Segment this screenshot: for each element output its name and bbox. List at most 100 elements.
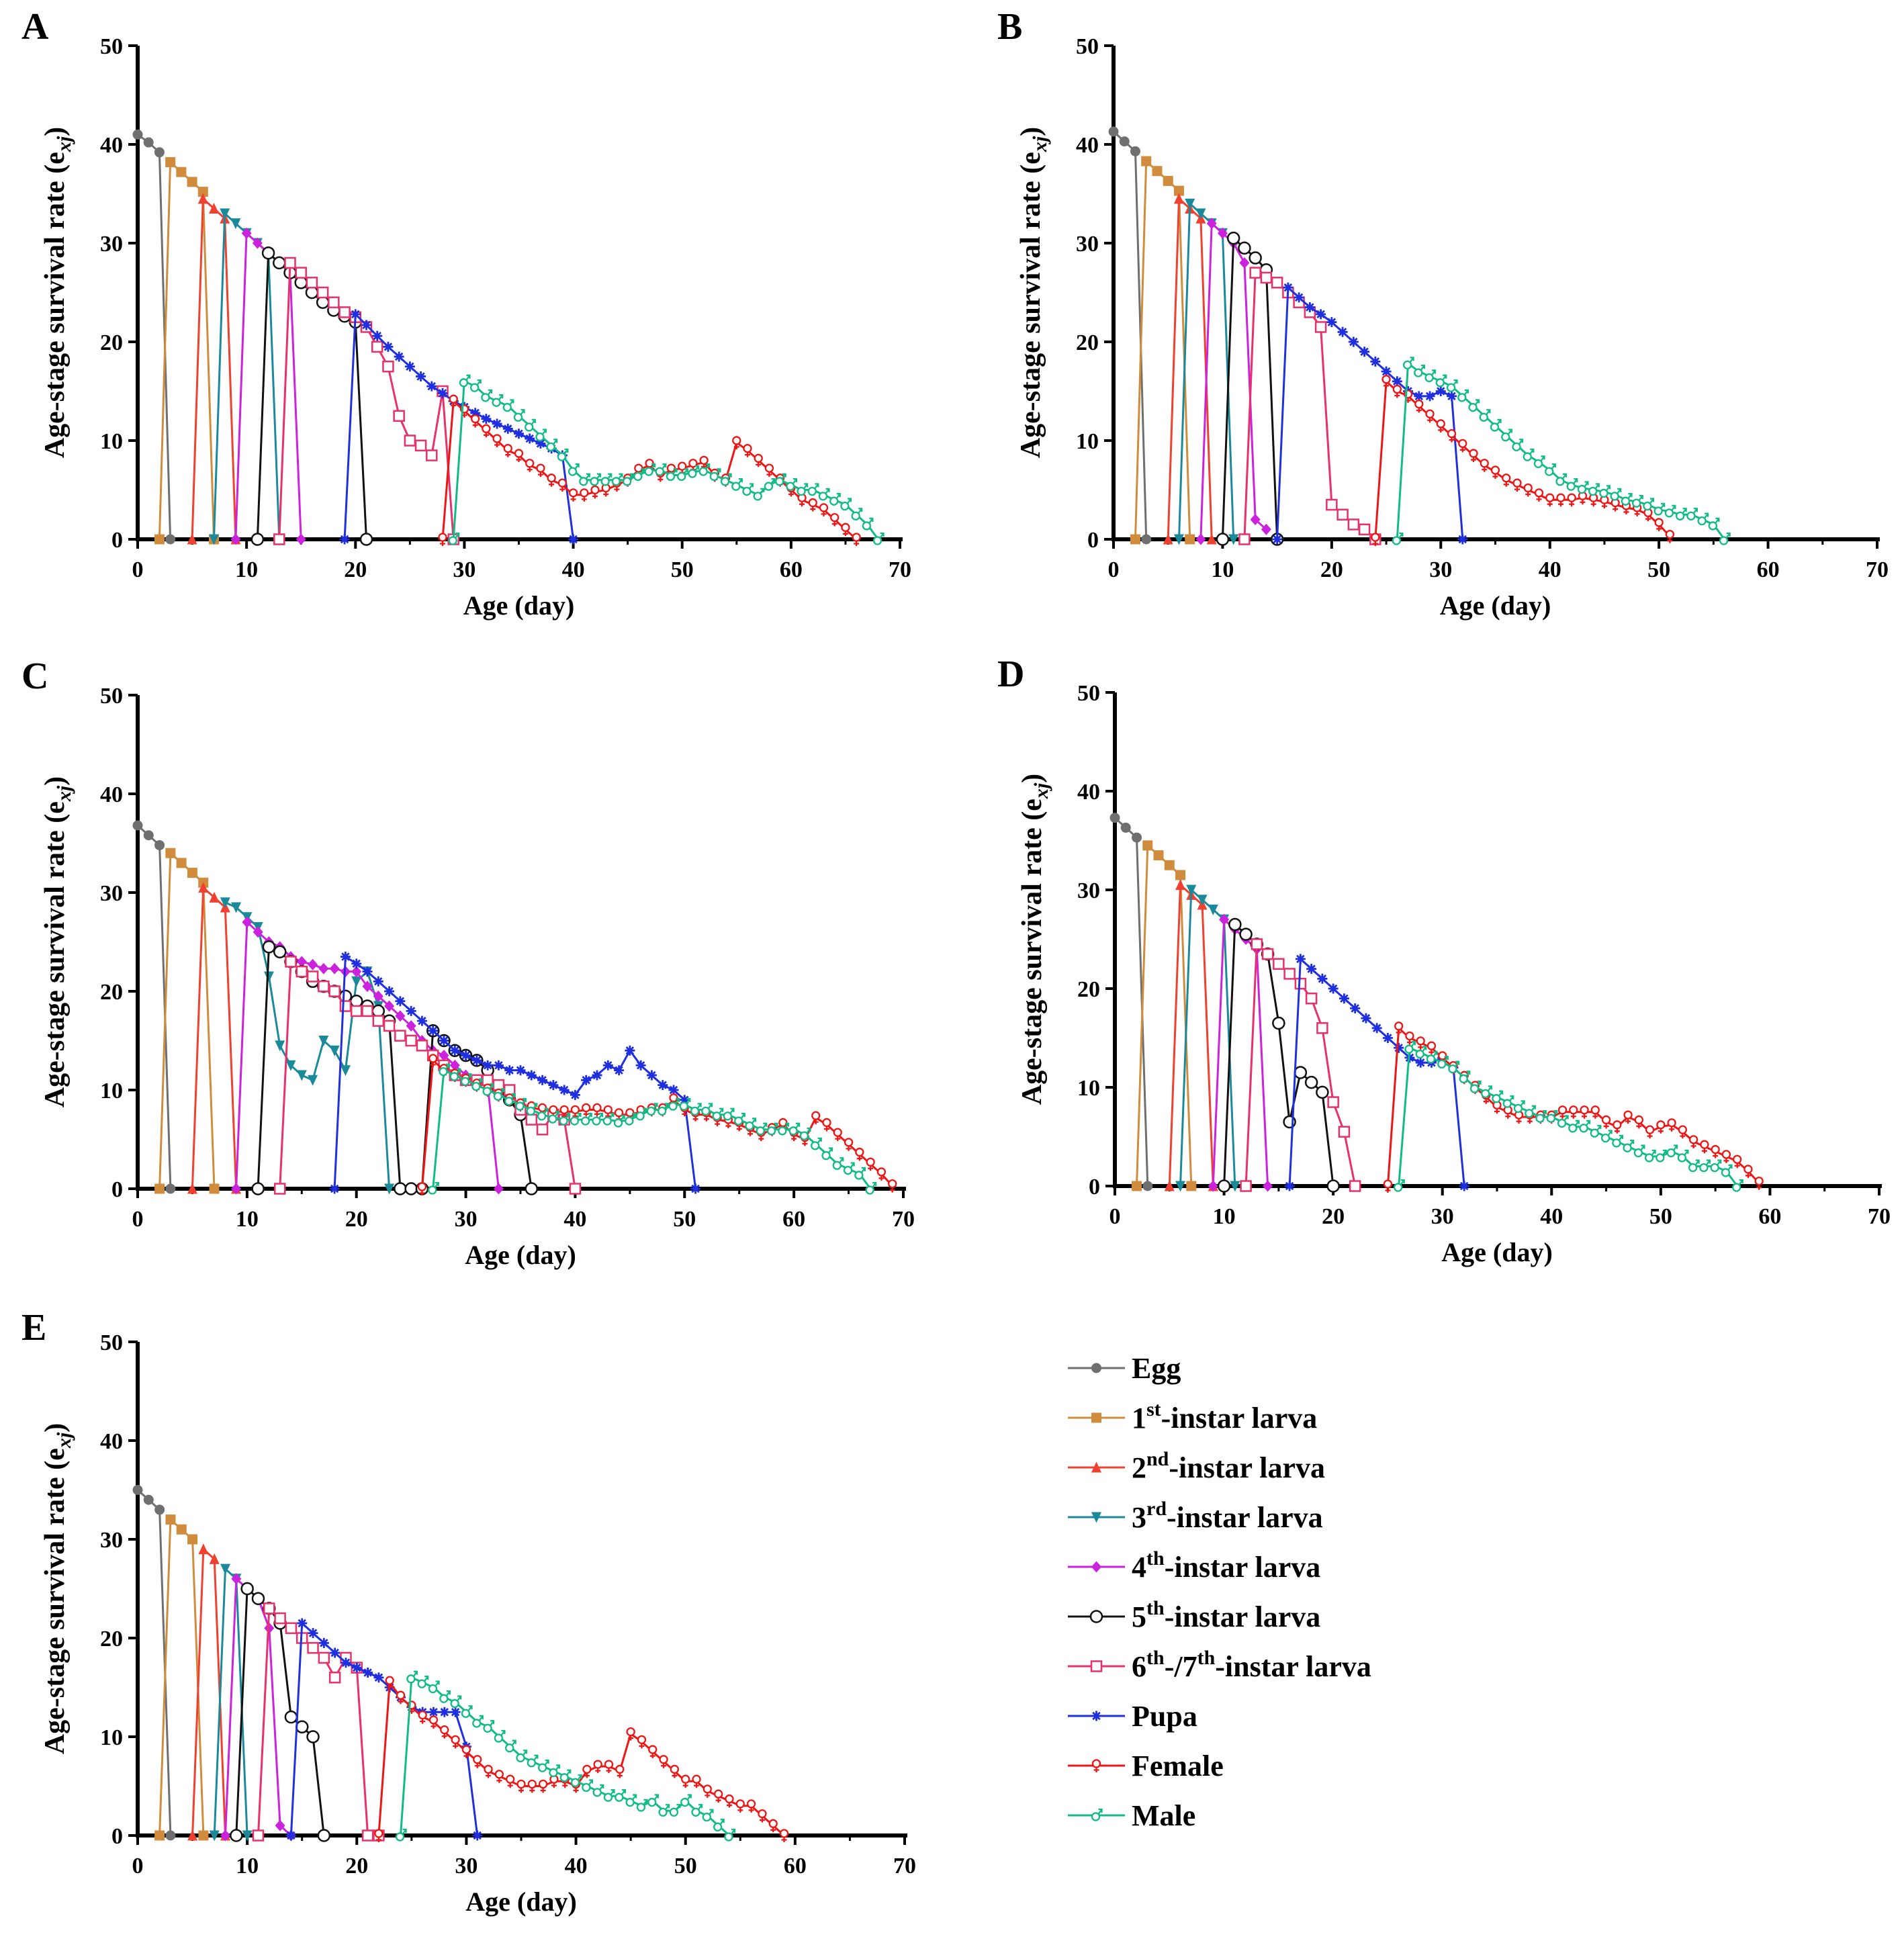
- data-point: [633, 468, 645, 482]
- data-point: [535, 438, 546, 449]
- y-tick-label: 0: [111, 1177, 123, 1202]
- data-point: [811, 1137, 822, 1150]
- y-tick-label: 50: [1076, 34, 1099, 59]
- data-point: [154, 1830, 165, 1841]
- legend-label: 6th-/7th-instar larva: [1132, 1647, 1371, 1683]
- data-point: [209, 1830, 220, 1842]
- data-point: [557, 448, 569, 461]
- series-line: [1374, 380, 1671, 540]
- x-tick-label: 50: [1647, 557, 1670, 582]
- y-tick-label: 20: [1076, 330, 1099, 355]
- data-point: [876, 1167, 887, 1181]
- data-point: [361, 1005, 373, 1017]
- x-tick-label: 20: [345, 1207, 368, 1232]
- data-point: [297, 1618, 308, 1629]
- data-point: [1120, 822, 1131, 833]
- data-point: [1383, 1179, 1393, 1193]
- data-point: [1251, 938, 1263, 950]
- data-point: [318, 980, 330, 993]
- data-point: [504, 1065, 515, 1076]
- legend-marker: [1091, 1561, 1101, 1573]
- data-point: [1249, 267, 1261, 279]
- data-point: [680, 1794, 692, 1807]
- data-point: [440, 1725, 449, 1739]
- data-point: [296, 533, 306, 545]
- data-point: [1600, 495, 1609, 509]
- data-point: [328, 985, 341, 997]
- data-point: [1358, 523, 1371, 536]
- data-point: [404, 1182, 418, 1195]
- data-point: [231, 1573, 242, 1585]
- data-point: [604, 1760, 614, 1774]
- data-point: [1186, 1181, 1197, 1191]
- data-point: [1327, 1096, 1339, 1108]
- data-point: [525, 433, 535, 444]
- data-point: [1643, 498, 1655, 511]
- data-point: [373, 990, 383, 1002]
- data-point: [862, 517, 874, 531]
- legend-item-pupa: Pupa: [1068, 1700, 1197, 1733]
- data-point: [1175, 1181, 1186, 1192]
- data-point: [198, 1543, 209, 1555]
- data-point: [1295, 954, 1306, 964]
- data-point: [187, 1534, 198, 1545]
- data-point: [1238, 241, 1251, 255]
- data-point: [525, 1182, 539, 1195]
- data-point: [1271, 277, 1283, 289]
- data-point: [417, 1676, 429, 1688]
- data-point: [1469, 449, 1478, 463]
- series-line: [1179, 889, 1236, 1187]
- data-point: [1664, 504, 1676, 518]
- data-point: [1577, 481, 1589, 494]
- data-point: [844, 1138, 854, 1151]
- y-tick-label: 40: [100, 1429, 123, 1454]
- series-pupa: [329, 952, 701, 1194]
- data-point: [1447, 429, 1457, 443]
- data-point: [295, 267, 307, 279]
- x-axis-label: Age (day): [465, 1240, 576, 1270]
- data-point: [1711, 1144, 1720, 1159]
- y-tick-label: 30: [100, 232, 123, 257]
- data-point: [472, 1715, 484, 1728]
- data-point: [1479, 409, 1491, 422]
- data-point: [1699, 1159, 1711, 1173]
- y-tick-label: 40: [100, 782, 123, 807]
- data-point: [830, 512, 840, 527]
- x-axis-label: Age (day): [1440, 590, 1551, 621]
- legend-item-male: Male: [1068, 1799, 1195, 1832]
- data-point: [373, 976, 383, 987]
- data-point: [273, 533, 285, 545]
- data-point: [1316, 309, 1326, 320]
- x-tick-label: 40: [1539, 557, 1561, 582]
- data-point: [559, 1085, 570, 1095]
- data-point: [1238, 533, 1251, 545]
- data-point: [349, 994, 363, 1008]
- data-point: [1567, 493, 1576, 507]
- data-point: [1425, 409, 1435, 423]
- series-l1: [154, 848, 220, 1194]
- series-line: [452, 380, 879, 540]
- data-point: [1469, 1080, 1482, 1093]
- data-point: [1283, 968, 1296, 980]
- data-point: [393, 410, 405, 422]
- data-point: [132, 129, 143, 140]
- data-point: [450, 1695, 462, 1709]
- data-point: [439, 1063, 451, 1077]
- data-point: [1623, 1110, 1633, 1124]
- data-point: [666, 468, 678, 482]
- data-point: [154, 1504, 165, 1515]
- data-point: [1424, 391, 1435, 402]
- data-point: [546, 439, 558, 451]
- data-point: [568, 463, 580, 476]
- data-point: [535, 428, 547, 442]
- data-point: [472, 1830, 483, 1841]
- x-tick-label: 70: [892, 1207, 915, 1232]
- data-point: [308, 958, 318, 970]
- data-point: [1337, 326, 1348, 337]
- data-point: [502, 423, 513, 434]
- data-point: [484, 1764, 493, 1778]
- data-point: [516, 1779, 526, 1793]
- data-point: [1197, 895, 1208, 906]
- data-point: [1359, 347, 1370, 357]
- data-point: [1557, 1115, 1569, 1128]
